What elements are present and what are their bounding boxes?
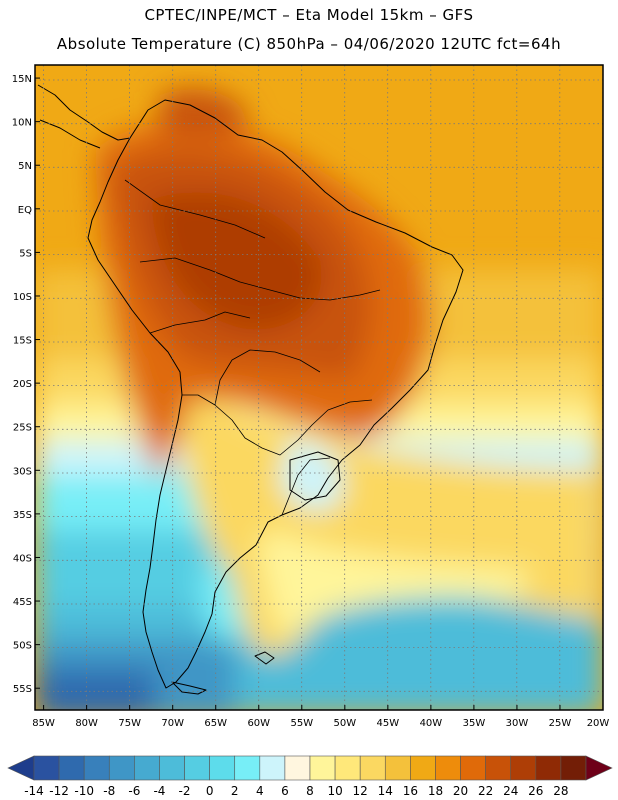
lon-label-35w: 35W [463, 718, 486, 729]
uruguay-outline [289, 451, 341, 501]
field-continent-26 [150, 192, 322, 330]
temperature-map: 15N 10N 5N EQ 5S 10S 15S 20S 25S 30S 35S 40S 45S 50S 5… [12, 64, 609, 729]
lat-label-eq: EQ [18, 205, 32, 216]
colorbar-label: 10 [327, 784, 342, 798]
latitude-labels: 15N 10N 5N EQ 5S 10S 15S 20S 25S 30S 35S 40S 45S 50S 5… [12, 74, 40, 695]
colorbar-cell [410, 755, 436, 781]
lat-label-35s: 35S [13, 510, 32, 521]
colorbar-label: 0 [206, 784, 214, 798]
longitude-labels: 85W 80W 75W 70W 65W 60W 55W 50W 45W 40W 35W 30W 25W 2… [32, 705, 609, 729]
colorbar-cell [359, 755, 386, 781]
colorbar-label: 4 [256, 784, 264, 798]
lat-label-15n: 15N [12, 74, 32, 85]
colorbar-label: 14 [378, 784, 393, 798]
coastlines [37, 84, 464, 695]
falklands [254, 651, 275, 665]
chart-title-line-2: Absolute Temperature (C) 850hPa – 04/06/… [56, 35, 562, 53]
colorbar-cell [259, 755, 286, 781]
colorbar-label: -4 [153, 784, 165, 798]
colorbar-labels: -14 -12 -10 -8 -6 -4 -2 0 2 4 6 8 10 12 14 16 18 20 22 24 26… [24, 784, 568, 798]
chart-title-line-1: CPTEC/INPE/MCT – Eta Model 15km – GFS [144, 6, 474, 24]
colorbar-label: -6 [128, 784, 140, 798]
colorbar-cell [384, 755, 411, 781]
field-patagonia-2 [200, 560, 240, 643]
field-band-m10 [35, 670, 155, 710]
lon-label-85w: 85W [32, 718, 55, 729]
field-uruguay-4 [280, 440, 342, 511]
colorbar-label: 6 [281, 784, 289, 798]
colorbar-label: -8 [103, 784, 115, 798]
colorbar-cell [209, 755, 236, 781]
lon-label-75w: 75W [118, 718, 141, 729]
colorbar-cell [159, 755, 185, 781]
colorbar-cell [309, 755, 336, 781]
lon-label-60w: 60W [247, 718, 270, 729]
lat-label-30s: 30S [13, 466, 32, 477]
lat-label-50s: 50S [13, 641, 32, 652]
graticule [35, 65, 603, 710]
colorbar-cell [58, 755, 85, 781]
colorbar-cell [234, 755, 261, 781]
country-borders [124, 179, 381, 516]
colorbar-label: 22 [478, 784, 493, 798]
colorbar-cells [7, 755, 613, 781]
lat-label-15s: 15S [13, 336, 32, 347]
lat-label-55s: 55S [13, 684, 32, 695]
colorbar-label: 16 [403, 784, 418, 798]
colorbar-label: -12 [49, 784, 69, 798]
lat-label-10s: 10S [13, 292, 32, 303]
colorbar-cell [435, 755, 461, 781]
colorbar-cell [460, 755, 486, 781]
south-america-outline [87, 99, 464, 689]
colorbar-cell [485, 755, 512, 781]
lon-label-25w: 25W [549, 718, 572, 729]
colorbar-cell [284, 755, 311, 781]
colorbar-label: 18 [428, 784, 443, 798]
colorbar-cell [560, 755, 587, 781]
temperature-field [35, 65, 603, 710]
tierra-del-fuego [171, 681, 207, 695]
lon-label-20w: 20W [587, 718, 610, 729]
lon-label-65w: 65W [204, 718, 227, 729]
colorbar-cell [535, 755, 562, 781]
colorbar-cell [33, 755, 60, 781]
lon-label-45w: 45W [377, 718, 400, 729]
lon-label-30w: 30W [506, 718, 529, 729]
lon-label-70w: 70W [161, 718, 184, 729]
colorbar-cell [134, 755, 160, 781]
colorbar-cell [510, 755, 537, 781]
colorbar-label: 12 [353, 784, 368, 798]
lat-label-5s: 5S [19, 248, 32, 259]
colorbar-label: -14 [24, 784, 44, 798]
lat-label-5n: 5N [18, 161, 32, 172]
field-argentina-14 [180, 400, 282, 580]
colorbar-label: 28 [553, 784, 568, 798]
colorbar-label: 24 [503, 784, 518, 798]
colorbar-label: -10 [74, 784, 94, 798]
colorbar-label: -2 [179, 784, 191, 798]
lat-label-25s: 25S [13, 423, 32, 434]
colorbar-label: 8 [306, 784, 314, 798]
lon-label-55w: 55W [290, 718, 313, 729]
colorbar-cell [184, 755, 210, 781]
map-frame [34, 64, 604, 711]
lat-label-40s: 40S [13, 553, 32, 564]
lon-label-50w: 50W [334, 718, 357, 729]
lat-label-20s: 20S [13, 379, 32, 390]
colorbar: -14 -12 -10 -8 -6 -4 -2 0 2 4 6 8 10 12 14 16 18 20 22 24 26… [7, 755, 613, 798]
lat-label-45s: 45S [13, 597, 32, 608]
colorbar-cell [83, 755, 110, 781]
colorbar-label: 26 [528, 784, 543, 798]
field-warm-tongue-core [250, 520, 530, 640]
lon-label-40w: 40W [420, 718, 443, 729]
colorbar-max-arrow [585, 755, 613, 781]
colorbar-cell [108, 755, 135, 781]
colorbar-label: 20 [453, 784, 468, 798]
lat-label-10n: 10N [12, 118, 32, 129]
colorbar-cell [334, 755, 361, 781]
colorbar-label: 2 [231, 784, 239, 798]
lon-label-80w: 80W [75, 718, 98, 729]
colorbar-min-arrow [7, 755, 35, 781]
